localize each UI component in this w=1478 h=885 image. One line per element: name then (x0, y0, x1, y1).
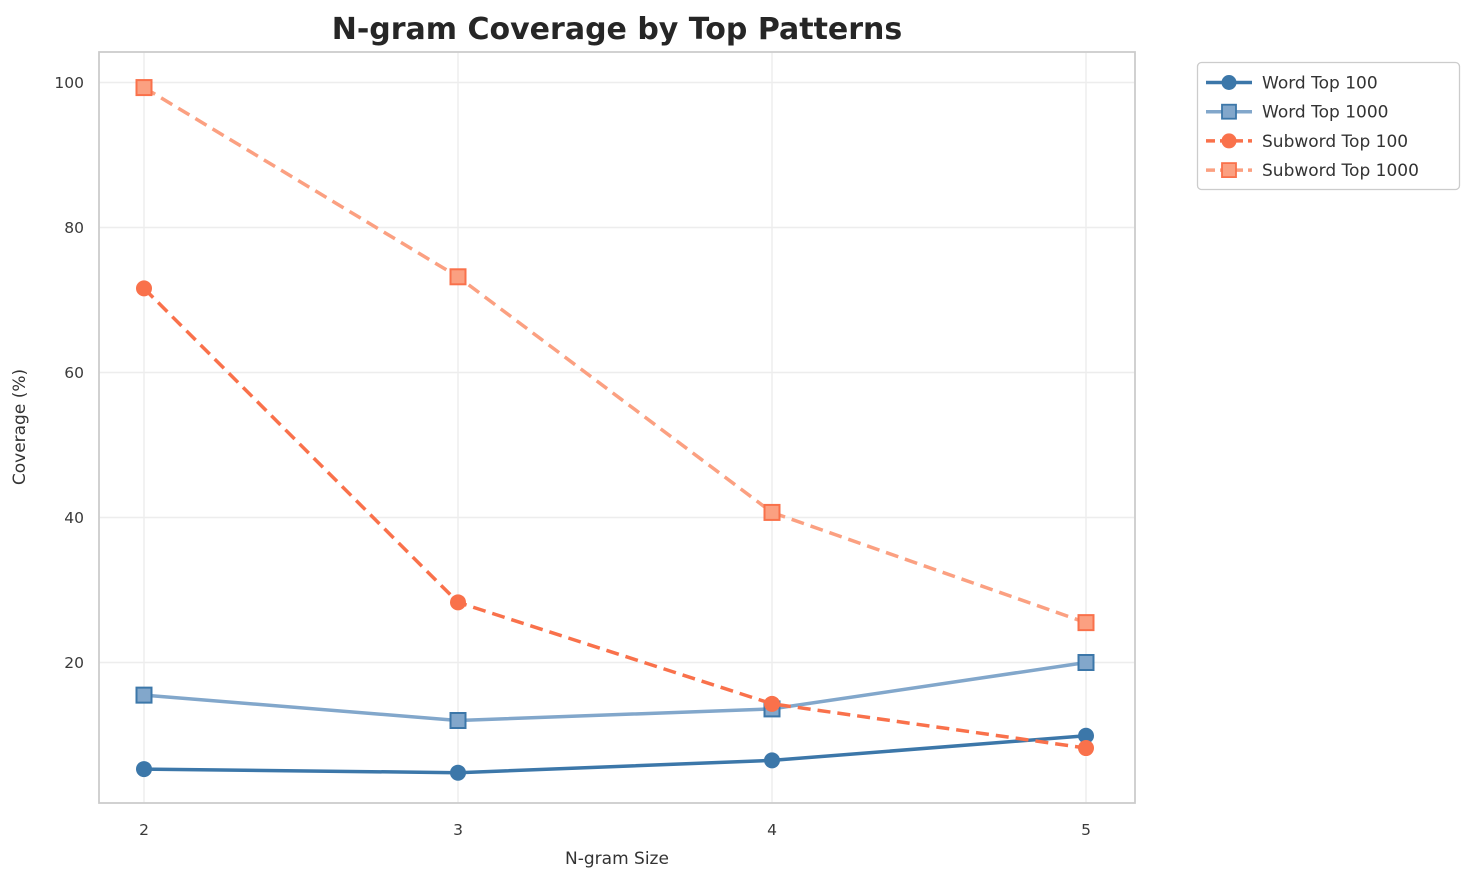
legend-item-word-top-100: Word Top 100 (1206, 74, 1378, 94)
series-layer (135, 79, 1095, 781)
marker-subword-top-1000 (449, 268, 467, 286)
marker-subword-top-100 (450, 594, 466, 611)
series-line-subword-top-1000 (143, 86, 1087, 625)
plot-border (98, 51, 1136, 804)
series-subword-top-1000 (135, 79, 1095, 632)
series-line-subword-top-100 (142, 287, 1087, 750)
y-tick-label: 40 (64, 509, 84, 527)
marker-word-top-100 (764, 752, 780, 769)
series-word-top-100 (136, 727, 1094, 781)
marker-word-top-100 (1078, 727, 1094, 744)
marker-word-top-100 (136, 761, 152, 778)
series-subword-top-100 (136, 280, 1094, 757)
x-tick-label: 4 (767, 821, 777, 839)
marker-subword-top-1000 (1077, 614, 1095, 632)
legend-marker-square (1221, 162, 1237, 179)
x-tick-label: 5 (1081, 821, 1091, 839)
x-tick-label: 3 (453, 821, 463, 839)
marker-word-top-1000 (449, 712, 467, 729)
x-axis-label: N-gram Size (565, 849, 669, 869)
legend-marker-square (1221, 103, 1237, 120)
legend-marker-circle (1221, 75, 1237, 90)
marker-subword-top-1000 (135, 79, 153, 97)
marker-word-top-1000 (1077, 654, 1095, 671)
chart-title: N-gram Coverage by Top Patterns (332, 12, 903, 47)
axis-tick-labels: 20 40 60 80 100 2 3 4 5 (54, 74, 1091, 839)
marker-subword-top-100 (1078, 740, 1094, 757)
series-line-word-top-100 (143, 733, 1087, 775)
legend-marker-circle (1221, 133, 1237, 149)
legend: Word Top 100 Word Top 1000 Subword Top 100… (1196, 61, 1461, 191)
marker-word-top-100 (450, 764, 466, 781)
series-word-top-1000 (135, 654, 1095, 729)
y-tick-label: 100 (54, 74, 84, 92)
y-tick-label: 80 (64, 219, 84, 237)
y-axis-label: Coverage (%) (10, 369, 30, 485)
series-line-word-top-1000 (143, 660, 1087, 723)
marker-word-top-1000 (135, 686, 153, 704)
y-tick-label: 60 (64, 364, 84, 382)
y-tick-label: 20 (64, 654, 84, 672)
x-tick-label: 2 (139, 821, 149, 839)
legend-label: Word Top 100 (1262, 74, 1378, 94)
marker-subword-top-1000 (763, 503, 781, 521)
legend-box (1196, 61, 1461, 191)
grid-layer (99, 52, 1135, 803)
legend-item-subword-top-1000: Subword Top 1000 (1206, 161, 1419, 181)
legend-label: Subword Top 100 (1262, 132, 1408, 152)
legend-item-word-top-1000: Word Top 1000 (1206, 103, 1388, 123)
marker-subword-top-100 (136, 280, 152, 297)
legend-label: Subword Top 1000 (1262, 161, 1419, 181)
legend-label: Word Top 1000 (1262, 103, 1388, 123)
marker-subword-top-100 (764, 695, 780, 712)
legend-item-subword-top-100: Subword Top 100 (1206, 132, 1408, 152)
